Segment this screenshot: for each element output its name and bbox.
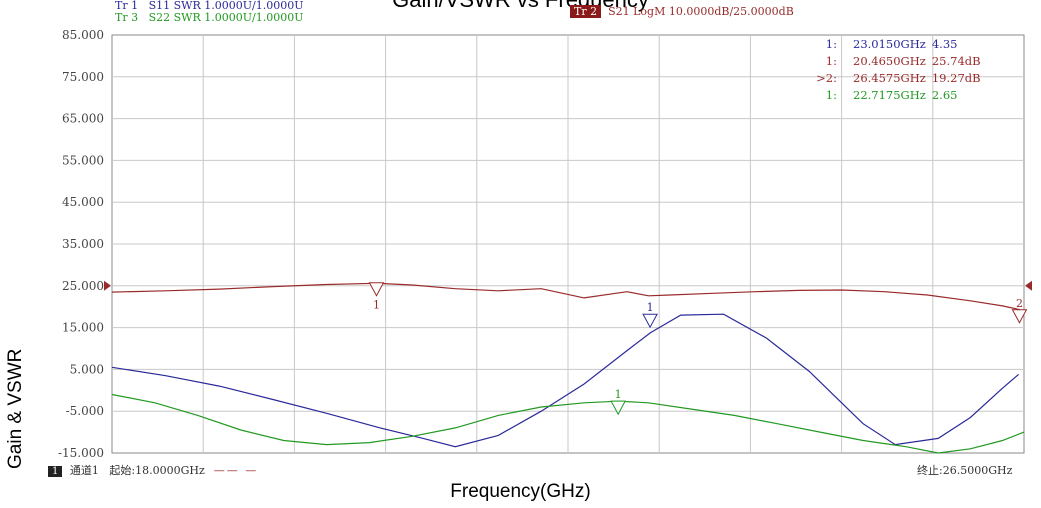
series-line-1 xyxy=(111,313,1019,448)
y-tick-label: 25.000 xyxy=(62,279,104,293)
stop-frequency[interactable]: 终止:26.5000GHz xyxy=(917,464,1013,477)
marker-index: >2: xyxy=(816,71,837,85)
trace-1-label: Tr 1 xyxy=(115,0,139,12)
reference-level-arrows xyxy=(104,280,1032,291)
y-tick-label: -5.000 xyxy=(66,404,104,418)
marker-value: 2.65 xyxy=(931,88,958,102)
y-tick-label: 75.000 xyxy=(62,70,104,84)
marker-label: 2 xyxy=(1016,297,1023,310)
trace-2-badge: Tr 2 xyxy=(570,5,602,18)
y-tick-labels: 85.000 75.000 65.000 55.000 45.000 35.000 25.0… xyxy=(58,28,104,460)
trace-1-text: S11 SWR 1.0000U/1.0000U xyxy=(148,0,304,12)
marker-triangle-icon xyxy=(368,282,385,297)
marker-index: 1: xyxy=(825,88,837,102)
x-axis-label: Frequency(GHz) xyxy=(450,481,591,502)
marker-label: 1 xyxy=(615,388,622,401)
start-frequency[interactable]: 起始:18.0000GHz xyxy=(109,464,205,477)
marker-value: 25.74dB xyxy=(931,54,981,68)
marker-frequency: 20.4650GHz xyxy=(853,54,926,68)
ref-arrow-right-icon xyxy=(1025,280,1032,291)
grid xyxy=(111,34,1025,454)
legend-dash-icon: —— — xyxy=(208,464,259,477)
markers-group: 1 2 1 1 xyxy=(368,282,1028,416)
y-tick-label: -15.000 xyxy=(58,446,104,460)
trace-3-label: Tr 3 xyxy=(115,11,139,24)
y-tick-label: 5.000 xyxy=(70,362,104,376)
y-tick-label: 45.000 xyxy=(62,195,104,209)
y-tick-label: 15.000 xyxy=(62,321,104,335)
marker-triangle-icon xyxy=(642,313,658,329)
footer-left: 1 通道1 起始:18.0000GHz —— — xyxy=(48,462,258,478)
channel-name[interactable]: 通道1 xyxy=(69,464,99,477)
trace-2-text: S21 LogM 10.0000dB/25.0000dB xyxy=(608,5,794,18)
marker-label: 1 xyxy=(373,299,380,312)
channel-badge: 1 xyxy=(48,466,63,477)
marker-table-row: 1: 23.0150GHz 4.35 xyxy=(803,37,958,51)
marker-table-row: >2: 26.4575GHz 19.27dB xyxy=(803,71,981,85)
y-tick-label: 85.000 xyxy=(62,28,104,42)
trace-2-header[interactable]: Tr 2 S21 LogM 10.0000dB/25.0000dB xyxy=(570,5,794,18)
plot-area: 85.00075.00065.00055.00045.00035.00025.0… xyxy=(58,28,1032,460)
y-tick-label: 55.000 xyxy=(62,153,104,167)
marker-table-row: 1: 20.4650GHz 25.74dB xyxy=(803,54,981,68)
marker-index: 1: xyxy=(825,37,837,51)
trace-1-header[interactable]: Tr 1 S11 SWR 1.0000U/1.0000U xyxy=(115,0,303,12)
y-tick-label: 35.000 xyxy=(62,237,104,251)
marker-frequency: 26.4575GHz xyxy=(853,71,926,85)
series-group xyxy=(111,282,1025,454)
marker-label: 1 xyxy=(647,301,654,314)
marker-index: 1: xyxy=(825,54,837,68)
trace-3-text: S22 SWR 1.0000U/1.0000U xyxy=(148,11,304,24)
series-line-2 xyxy=(111,282,1020,311)
marker-frequency: 22.7175GHz xyxy=(853,88,926,102)
marker-value: 19.27dB xyxy=(931,71,981,85)
trace-3-header[interactable]: Tr 3 S22 SWR 1.0000U/1.0000U xyxy=(115,12,303,24)
ref-arrow-left-icon xyxy=(104,280,111,291)
marker-table-row: 1: 22.7175GHz 2.65 xyxy=(803,88,958,102)
marker-triangle-icon xyxy=(610,400,626,416)
marker-value: 4.35 xyxy=(931,37,958,51)
series-line-3 xyxy=(111,393,1025,454)
marker-triangle-icon xyxy=(1011,309,1028,324)
y-tick-label: 65.000 xyxy=(62,112,104,126)
marker-frequency: 23.0150GHz xyxy=(853,37,926,51)
